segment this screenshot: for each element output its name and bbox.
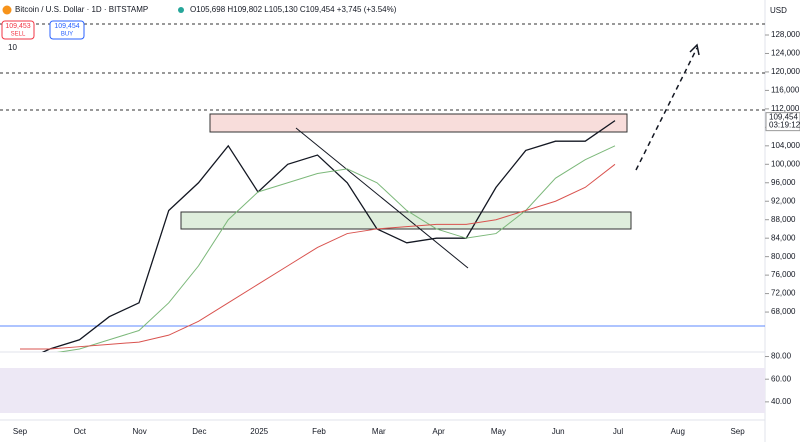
y-tick-label: 100,000 <box>771 159 800 168</box>
trend-line <box>295 127 469 269</box>
sell-button[interactable] <box>1 20 35 40</box>
rsi-tick-label: 60.00 <box>771 374 792 383</box>
projection-arrow <box>635 47 698 171</box>
sell-label: SELL <box>11 32 26 38</box>
rsi-tick-label: 80.00 <box>771 352 792 361</box>
y-tick-label: 124,000 <box>771 49 800 58</box>
last-price-box <box>765 112 800 132</box>
resistance-zone <box>209 113 628 133</box>
y-tick-label: 88,000 <box>771 215 796 224</box>
price-line <box>41 120 616 352</box>
y-tick-label: 76,000 <box>771 270 796 279</box>
y-tick-label: 120,000 <box>771 67 800 76</box>
y-tick-label: 96,000 <box>771 178 796 187</box>
buy-label: BUY <box>61 32 73 38</box>
x-tick-label: Sep <box>730 427 745 436</box>
y-tick-label: 80,000 <box>771 252 796 261</box>
y-tick-label: 72,000 <box>771 289 796 298</box>
countdown: 03:19:12 <box>769 121 800 130</box>
x-tick-label: Jun <box>552 427 565 436</box>
btc-icon <box>2 5 12 15</box>
indicator-count: 10 <box>8 43 17 52</box>
arrow-head <box>689 43 700 56</box>
x-tick-label: Feb <box>312 427 326 436</box>
market-status <box>178 7 184 13</box>
buy-price: 109,454 <box>54 23 79 30</box>
x-tick-label: Nov <box>132 427 146 436</box>
y-tick-label: 112,000 <box>771 104 800 113</box>
x-tick-label: Jul <box>613 427 623 436</box>
y-tick-label: 68,000 <box>771 307 796 316</box>
y-tick-label: 128,000 <box>771 30 800 39</box>
x-tick-label: May <box>491 427 506 436</box>
rsi-tick-label: 40.00 <box>771 397 792 406</box>
y-tick-label: 92,000 <box>771 196 796 205</box>
buy-button[interactable] <box>49 20 85 40</box>
x-tick-label: Oct <box>74 427 87 436</box>
currency: USD <box>770 6 787 15</box>
y-tick-label: 116,000 <box>771 86 800 95</box>
moving-average <box>56 145 616 352</box>
x-tick-label: 2025 <box>250 427 268 436</box>
y-tick-label: 104,000 <box>771 141 800 150</box>
symbol-title: Bitcoin / U.S. Dollar · 1D · BITSTAMP <box>15 5 148 14</box>
y-tick-label: 84,000 <box>771 233 796 242</box>
x-tick-label: Sep <box>13 427 28 436</box>
x-tick-label: Dec <box>192 427 206 436</box>
sell-price: 109,453 <box>5 23 30 30</box>
rsi-band <box>0 368 765 413</box>
ohlc: O105,698 H109,802 L105,130 C109,454 +3,7… <box>190 5 397 14</box>
last-price: 109,454 <box>769 113 798 122</box>
x-tick-label: Aug <box>671 427 685 436</box>
moving-average <box>20 163 616 350</box>
x-tick-label: Mar <box>372 427 386 436</box>
x-tick-label: Apr <box>432 427 445 436</box>
